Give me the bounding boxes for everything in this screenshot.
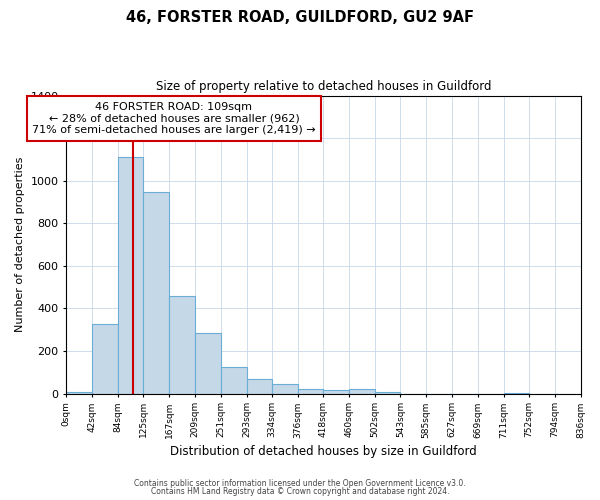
Bar [375,392,400,394]
Text: 46 FORSTER ROAD: 109sqm
← 28% of detached houses are smaller (962)
71% of semi-d: 46 FORSTER ROAD: 109sqm ← 28% of detache… [32,102,316,135]
Bar [349,390,375,394]
Bar [272,384,298,394]
Text: 46, FORSTER ROAD, GUILDFORD, GU2 9AF: 46, FORSTER ROAD, GUILDFORD, GU2 9AF [126,10,474,25]
Bar [67,392,92,394]
Bar [323,390,349,394]
Bar [503,393,529,394]
Text: Contains HM Land Registry data © Crown copyright and database right 2024.: Contains HM Land Registry data © Crown c… [151,487,449,496]
Title: Size of property relative to detached houses in Guildford: Size of property relative to detached ho… [155,80,491,93]
Bar [118,158,143,394]
Bar [221,367,247,394]
Bar [298,390,323,394]
Bar [92,324,118,394]
Y-axis label: Number of detached properties: Number of detached properties [15,157,25,332]
Text: Contains public sector information licensed under the Open Government Licence v3: Contains public sector information licen… [134,478,466,488]
Bar [143,192,169,394]
Bar [247,378,272,394]
Bar [169,296,195,394]
X-axis label: Distribution of detached houses by size in Guildford: Distribution of detached houses by size … [170,444,477,458]
Bar [195,333,221,394]
